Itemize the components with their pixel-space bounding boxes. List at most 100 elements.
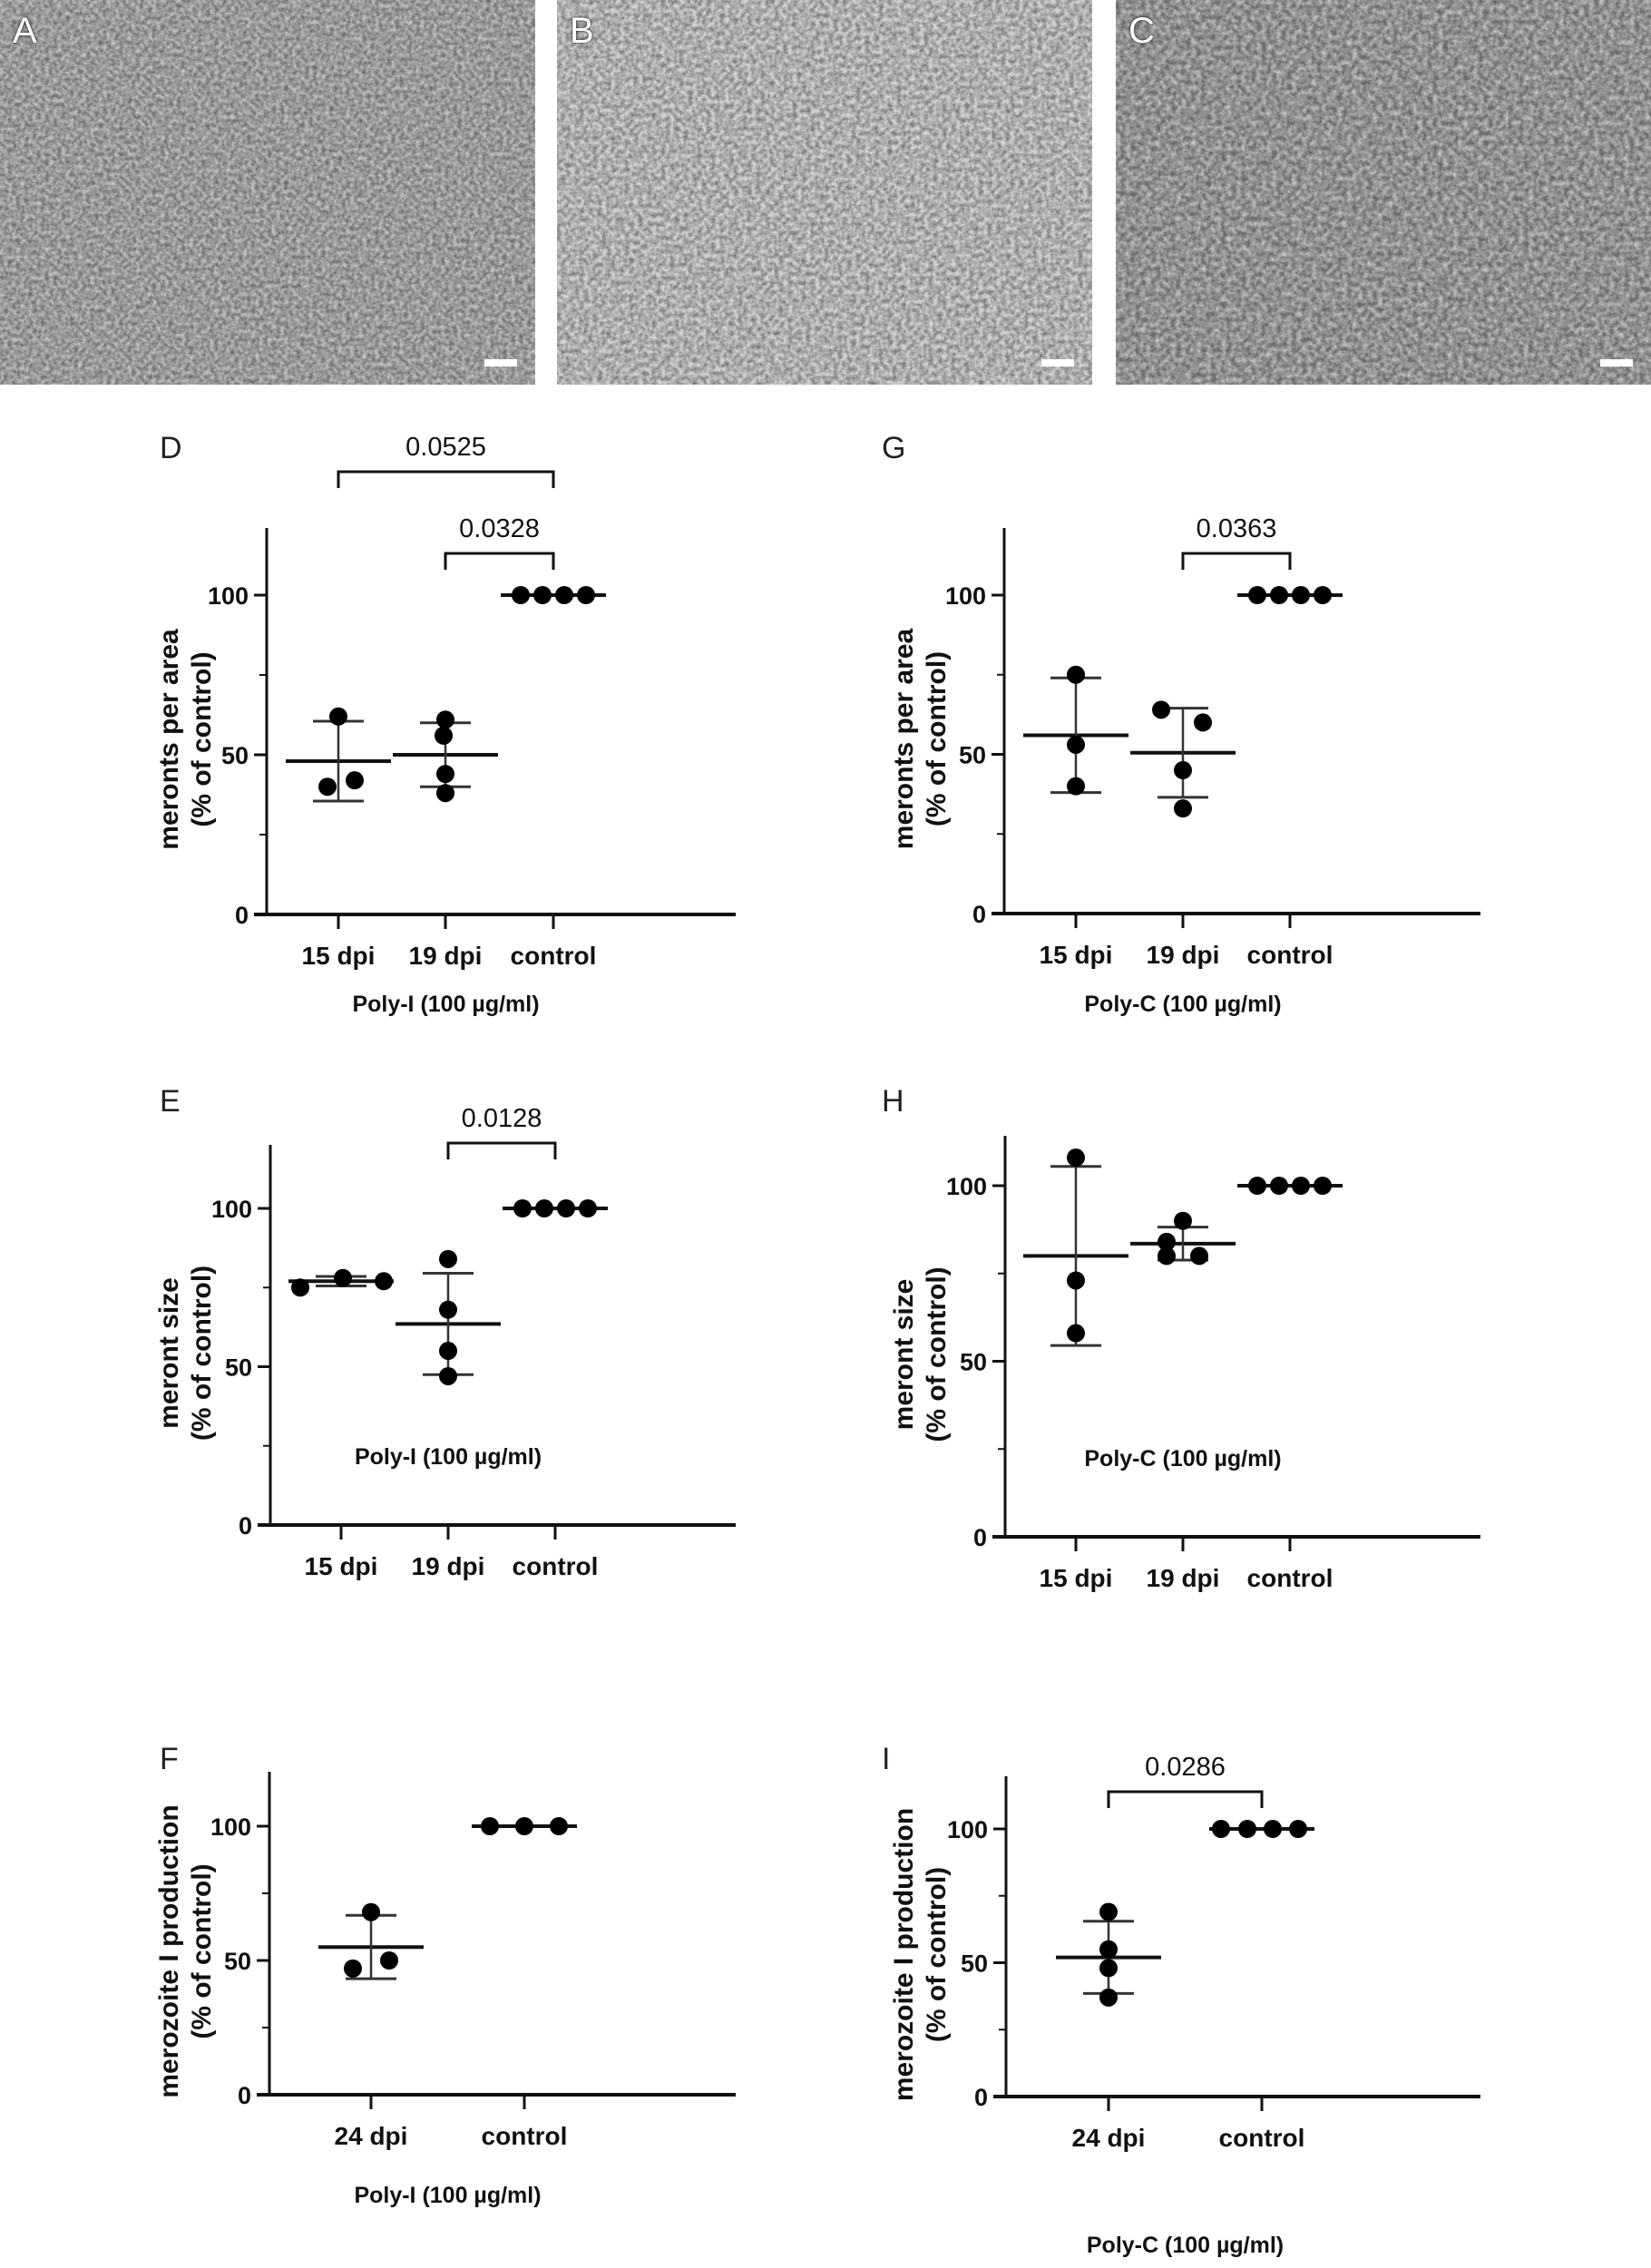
micrograph-label: A xyxy=(13,11,37,51)
y-axis-title: (% of control) xyxy=(187,1863,217,2038)
series-control xyxy=(1209,1820,1314,1838)
data-point xyxy=(334,1268,352,1287)
x-category-label: 19 dpi xyxy=(1147,941,1220,969)
series-control xyxy=(501,586,606,604)
panel-label: H xyxy=(882,1084,904,1119)
data-point xyxy=(1190,1246,1208,1266)
data-point xyxy=(436,765,454,784)
panel-label: E xyxy=(160,1084,181,1119)
chart-panel-d: D 0 50 100 15 dpi 19 dpi control Poly-I (100 µg… xyxy=(154,431,736,1017)
micrograph-a: A xyxy=(0,0,535,385)
series-19-dpi xyxy=(393,710,498,803)
data-point xyxy=(1158,1246,1176,1266)
data-point xyxy=(512,586,530,604)
data-point xyxy=(1270,586,1288,604)
y-tick-label: 50 xyxy=(960,1349,987,1376)
y-axis-title: (% of control) xyxy=(922,1266,952,1442)
series-15-dpi xyxy=(286,707,391,803)
data-point xyxy=(555,586,573,604)
data-point xyxy=(1174,799,1192,818)
series-24-dpi xyxy=(1056,1902,1161,2007)
data-point xyxy=(1248,1177,1266,1195)
micrograph-label: B xyxy=(570,11,594,51)
data-point xyxy=(515,1817,533,1835)
x-axis-title: Poly-C (100 µg/ml) xyxy=(1084,992,1281,1017)
data-point xyxy=(1099,1988,1118,2007)
y-axis-title: merozoite I production xyxy=(154,1804,184,2097)
data-point xyxy=(535,1199,553,1217)
x-category-label: control xyxy=(513,1552,599,1580)
data-point xyxy=(1194,713,1212,732)
data-point xyxy=(1212,1820,1230,1838)
x-category-label: 24 dpi xyxy=(335,2122,408,2150)
y-tick-label: 0 xyxy=(973,1524,987,1551)
micrograph-b: B xyxy=(557,0,1092,385)
y-axis-title: (% of control) xyxy=(187,651,217,826)
data-point xyxy=(1067,1271,1085,1290)
y-tick-label: 50 xyxy=(224,1948,251,1975)
series-15-dpi xyxy=(1023,665,1128,796)
data-point xyxy=(1238,1820,1256,1838)
y-tick-label: 100 xyxy=(945,582,986,610)
data-point xyxy=(291,1278,309,1297)
y-tick-label: 50 xyxy=(961,1950,988,1978)
micrograph-c: C xyxy=(1116,0,1651,385)
x-category-label: control xyxy=(511,942,597,970)
data-point xyxy=(1067,777,1085,796)
y-tick-label: 100 xyxy=(946,1173,987,1200)
y-tick-label: 50 xyxy=(959,742,986,769)
panel-label: F xyxy=(160,1742,179,1776)
data-point xyxy=(439,1249,457,1268)
data-point xyxy=(439,1342,457,1361)
x-axis-title: Poly-I (100 µg/ml) xyxy=(355,1444,542,1470)
x-category-label: control xyxy=(1219,2124,1305,2152)
data-point xyxy=(1067,1149,1085,1168)
y-tick-label: 50 xyxy=(225,1354,252,1382)
significance-bracket: 0.0128 xyxy=(446,1104,557,1159)
y-tick-label: 0 xyxy=(235,902,249,929)
p-value-label: 0.0328 xyxy=(459,514,540,543)
x-category-label: control xyxy=(1247,1564,1334,1592)
y-axis-title: meront size xyxy=(889,1279,919,1431)
panel-label: G xyxy=(882,431,905,465)
data-point xyxy=(346,771,364,790)
data-point xyxy=(557,1199,575,1217)
x-category-label: 19 dpi xyxy=(412,1552,485,1580)
data-point xyxy=(1174,761,1192,780)
significance-bracket: 0.0363 xyxy=(1181,514,1292,570)
x-axis-title: Poly-C (100 µg/ml) xyxy=(1084,1446,1281,1471)
scale-bar xyxy=(484,359,517,367)
data-point xyxy=(435,726,453,745)
x-category-label: 19 dpi xyxy=(1147,1564,1220,1592)
data-point xyxy=(1174,1211,1192,1230)
data-point xyxy=(439,1366,457,1385)
data-point xyxy=(1289,1820,1307,1838)
chart-panel-i: I 0 50 100 24 dpi control Poly-C (100 µg/ml) me… xyxy=(882,1742,1480,2258)
data-point xyxy=(481,1817,499,1835)
p-value-label: 0.0363 xyxy=(1197,514,1277,543)
significance-bracket: 0.0525 xyxy=(337,433,555,488)
data-point xyxy=(579,1199,597,1217)
y-tick-label: 100 xyxy=(211,1196,252,1223)
y-tick-label: 0 xyxy=(239,1512,252,1540)
x-category-label: 15 dpi xyxy=(305,1552,378,1580)
data-point xyxy=(1314,1177,1332,1195)
scale-bar xyxy=(1041,359,1074,367)
x-category-label: 19 dpi xyxy=(409,942,483,970)
data-point xyxy=(1067,735,1085,754)
y-axis-title: meront size xyxy=(154,1277,184,1429)
data-point xyxy=(533,586,552,604)
chart-panel-h: H 0 50 100 15 dpi 19 dpi control Poly-C (100 µg… xyxy=(882,1084,1480,1592)
x-category-label: 15 dpi xyxy=(1040,1564,1113,1592)
x-category-label: control xyxy=(482,2122,568,2150)
series-19-dpi xyxy=(1130,1211,1236,1266)
significance-bracket: 0.0328 xyxy=(444,514,555,570)
data-point xyxy=(329,707,347,726)
series-control xyxy=(472,1817,577,1835)
y-tick-label: 0 xyxy=(238,2082,251,2109)
data-point xyxy=(1248,586,1266,604)
chart-panel-f: F 0 50 100 24 dpi control Poly-I (100 µg/ml) me… xyxy=(154,1742,736,2208)
data-point xyxy=(1099,1902,1118,1921)
data-point xyxy=(436,784,454,803)
y-axis-title: merozoite I production xyxy=(889,1808,919,2101)
